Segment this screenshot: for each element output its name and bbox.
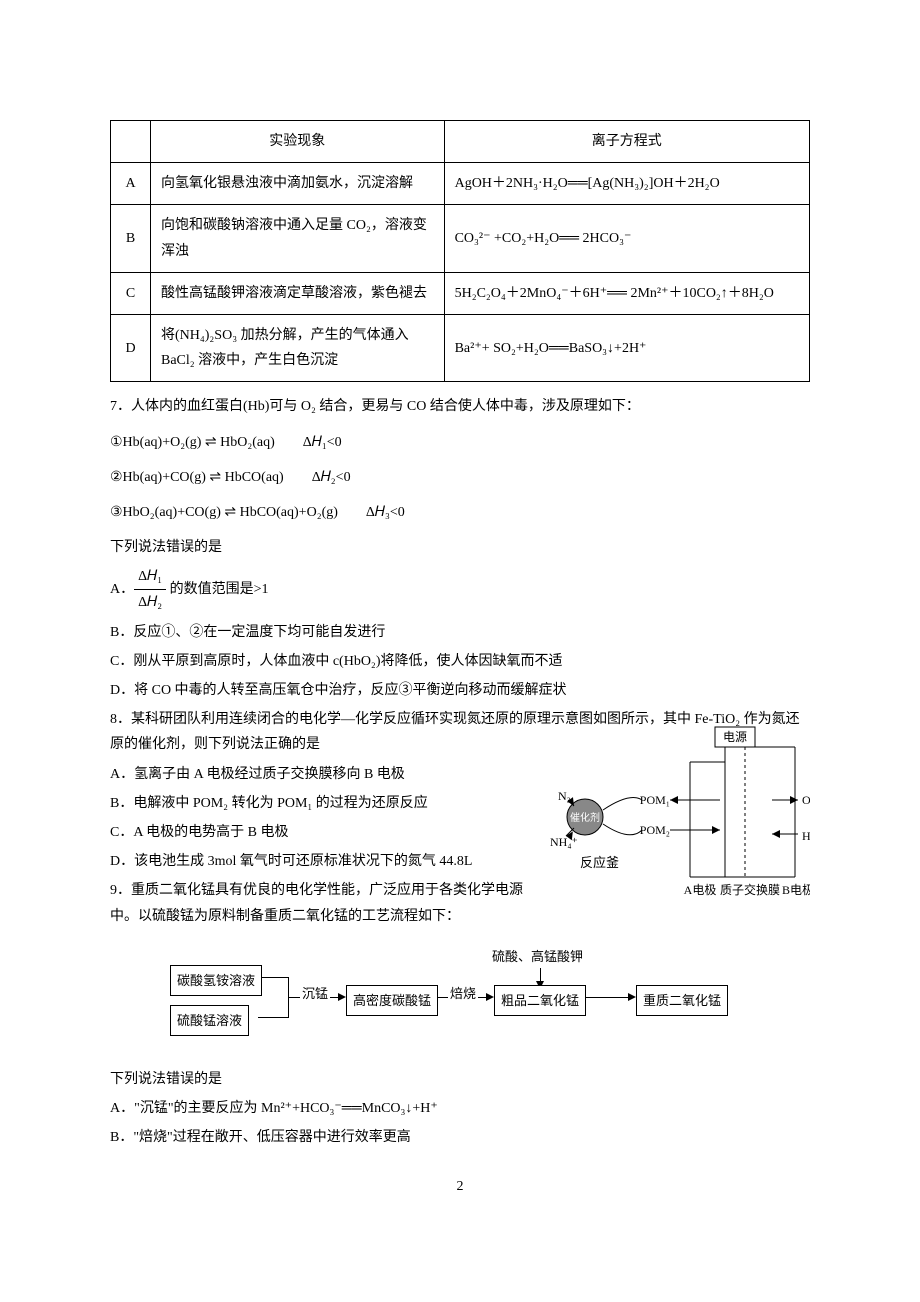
row-label-a: A [111,163,151,205]
table-row: A 向氢氧化银悬浊液中滴加氨水，沉淀溶解 AgOH＋2NH₃·H₂O══[Ag(… [111,163,810,205]
q7-a-suffix: 的数值范围是>1 [166,582,268,597]
q7-a-fraction: Δ𝐻₁Δ𝐻₂ [134,564,166,615]
svg-text:质子交换膜: 质子交换膜 [720,882,780,897]
equation-d: Ba²⁺+ SO₂+H₂O══BaSO₃↓+2H⁺ [444,314,809,381]
flow-step1-label: 沉锰 [300,982,330,1005]
flow-add-label: 硫酸、高锰酸钾 [490,945,585,968]
page-number: 2 [110,1174,810,1199]
svg-text:催化剂: 催化剂 [570,811,600,824]
table-header-blank [111,121,151,163]
equation-a: AgOH＋2NH₃·H₂O══[Ag(NH₃)₂]OH＋2H₂O [444,163,809,205]
svg-text:POM₁: POM₁ [640,793,670,807]
q7-eq2: ②Hb(aq)+CO(g) ⇌ HbCO(aq) Δ𝐻₂<0 [110,465,810,490]
svg-text:POM₂: POM₂ [640,823,670,837]
svg-text:H₂O: H₂O [802,829,810,843]
row-label-c: C [111,272,151,314]
svg-text:A电极: A电极 [684,883,717,897]
row-label-b: B [111,205,151,272]
reaction-table: 实验现象 离子方程式 A 向氢氧化银悬浊液中滴加氨水，沉淀溶解 AgOH＋2NH… [110,120,810,382]
phenomenon-c: 酸性高锰酸钾溶液滴定草酸溶液，紫色褪去 [151,272,445,314]
q8-figure: 电源 POM₁ POM₂ O₂ H₂O 催化剂 N₂ NH₄⁺ 反应釜 A电极 … [550,722,810,911]
flow-step2-label: 焙烧 [448,982,478,1005]
q7-option-b: B．反应①、②在一定温度下均可能自发进行 [110,620,810,645]
q7-a-frac-den: Δ𝐻₂ [134,590,166,615]
svg-text:NH₄⁺: NH₄⁺ [550,835,578,849]
table-row: B 向饱和碳酸钠溶液中通入足量 CO₂，溶液变浑浊 CO₃²⁻ +CO₂+H₂O… [111,205,810,272]
svg-text:B电极: B电极 [782,883,810,897]
table-row: D 将(NH₄)₂SO₃ 加热分解，产生的气体通入 BaCl₂ 溶液中，产生白色… [111,314,810,381]
q7-sub: 下列说法错误的是 [110,535,810,560]
phenomenon-b: 向饱和碳酸钠溶液中通入足量 CO₂，溶液变浑浊 [151,205,445,272]
svg-text:反应釜: 反应釜 [580,855,619,870]
equation-b: CO₃²⁻ +CO₂+H₂O══ 2HCO₃⁻ [444,205,809,272]
flow-box-3: 高密度碳酸锰 [346,985,438,1016]
q7-a-frac-num: Δ𝐻₁ [134,564,166,590]
q7-option-d: D．将 CO 中毒的人转至高压氧仓中治疗，反应③平衡逆向移动而缓解症状 [110,678,810,703]
q7-a-prefix: A． [110,582,134,597]
q7-stem: 7．人体内的血红蛋白(Hb)可与 O₂ 结合，更易与 CO 结合使人体中毒，涉及… [110,394,810,419]
q7-option-c: C．刚从平原到高原时，人体血液中 c(HbO₂)将降低，使人体因缺氧而不适 [110,649,810,674]
table-header-phenomenon: 实验现象 [151,121,445,163]
flow-box-2: 硫酸锰溶液 [170,1005,249,1036]
q9-sub: 下列说法错误的是 [110,1067,810,1092]
flow-box-5: 重质二氧化锰 [636,985,728,1016]
q9-option-a: A．"沉锰"的主要反应为 Mn²⁺+HCO₃⁻══MnCO₃↓+H⁺ [110,1096,810,1121]
table-header-equation: 离子方程式 [444,121,809,163]
equation-c: 5H₂C₂O₄＋2MnO₄⁻＋6H⁺══ 2Mn²⁺＋10CO₂↑＋8H₂O [444,272,809,314]
flow-box-4: 粗品二氧化锰 [494,985,586,1016]
row-label-d: D [111,314,151,381]
table-row: C 酸性高锰酸钾溶液滴定草酸溶液，紫色褪去 5H₂C₂O₄＋2MnO₄⁻＋6H⁺… [111,272,810,314]
svg-text:O₂: O₂ [802,793,810,807]
phenomenon-d: 将(NH₄)₂SO₃ 加热分解，产生的气体通入 BaCl₂ 溶液中，产生白色沉淀 [151,314,445,381]
flow-box-1: 碳酸氢铵溶液 [170,965,262,996]
q7-eq1: ①Hb(aq)+O₂(g) ⇌ HbO₂(aq) Δ𝐻₁<0 [110,430,810,455]
q9-flow-diagram: 碳酸氢铵溶液 硫酸锰溶液 沉锰 高密度碳酸锰 焙烧 粗品二氧化锰 硫酸、高锰酸钾… [170,945,750,1055]
q7-option-a: A．Δ𝐻₁Δ𝐻₂ 的数值范围是>1 [110,564,810,615]
phenomenon-a: 向氢氧化银悬浊液中滴加氨水，沉淀溶解 [151,163,445,205]
q7-eq3: ③HbO₂(aq)+CO(g) ⇌ HbCO(aq)+O₂(g) Δ𝐻₃<0 [110,500,810,525]
q9-option-b: B．"焙烧"过程在敞开、低压容器中进行效率更高 [110,1125,810,1150]
